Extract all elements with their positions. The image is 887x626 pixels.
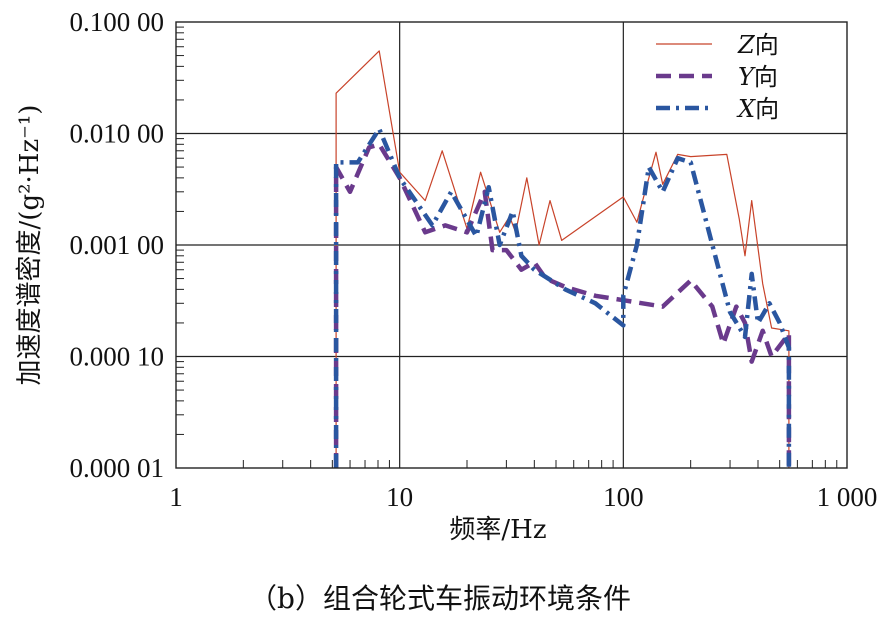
y-tick-label: 0.000 10 (70, 342, 165, 372)
legend-suffix-x: 向 (755, 95, 779, 123)
y-tick-label: 0.100 00 (70, 7, 165, 37)
legend-label-z: Z (737, 31, 756, 59)
y-tick-label: 0.000 01 (70, 453, 165, 483)
svg-text:X向: X向 (736, 95, 779, 123)
legend-suffix-z: 向 (755, 31, 779, 59)
series-line-z (335, 50, 790, 468)
svg-text:Y向: Y向 (738, 63, 778, 91)
series-line-x (333, 126, 792, 468)
figure-caption: （b）组合轮式车振动环境条件 (249, 582, 631, 615)
x-tick-label: 1 000 (817, 482, 878, 512)
x-tick-labels: 1 10 100 1 000 (169, 482, 877, 512)
legend: Z向 Y向 X向 (656, 31, 779, 123)
legend-label-y: Y (738, 63, 756, 91)
legend-suffix-y: 向 (754, 63, 778, 91)
x-tick-label: 1 (169, 482, 183, 512)
plot-frame (175, 21, 848, 469)
y-axis-title: 加速度谱密度/(g²·Hz⁻¹) (15, 105, 45, 386)
x-tick-label: 10 (386, 482, 413, 512)
x-tick-label: 100 (603, 482, 644, 512)
y-tick-labels: 0.100 00 0.010 00 0.001 00 0.000 10 0.000 01 (70, 7, 165, 483)
legend-label-x: X (736, 95, 756, 123)
x-axis-title: 频率/Hz (449, 515, 546, 545)
grid (176, 22, 847, 468)
series-layer (333, 50, 792, 468)
y-tick-label: 0.001 00 (70, 230, 165, 260)
series-line-y (333, 142, 792, 468)
minor-ticks (176, 26, 838, 468)
svg-text:Z向: Z向 (737, 31, 779, 59)
y-tick-label: 0.010 00 (70, 119, 165, 149)
